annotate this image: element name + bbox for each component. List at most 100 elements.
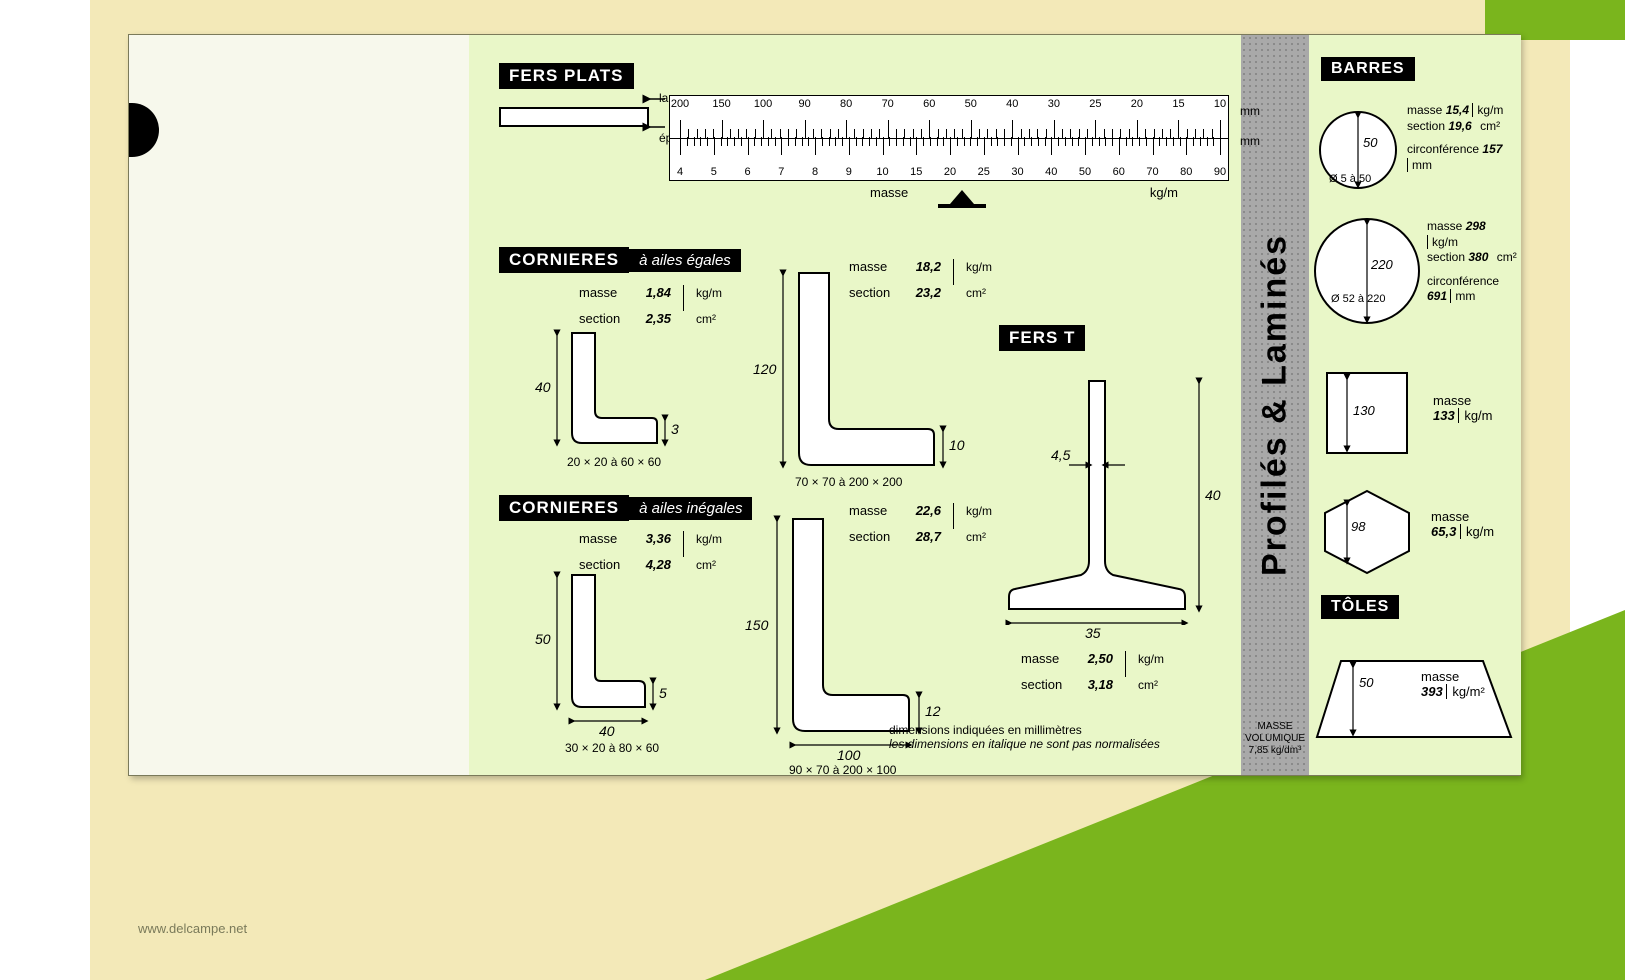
corn-ineq-label: CORNIERES [499,495,629,521]
fers-t-values: masse2,50kg/m section3,18cm² [1021,651,1164,693]
u: kg/m [1138,652,1164,667]
dim-t: 4,5 [1051,447,1070,463]
dim-t: 3 [671,421,679,437]
u: cm² [1138,678,1158,693]
ruler-masse-label: masse [870,185,908,200]
range: 20 × 20 à 60 × 60 [567,455,661,469]
dim-h: 40 [1205,487,1221,503]
values: masse 65,3 kg/m [1431,509,1494,539]
fers-t-diagram: 40 35 4,5 masse2,50kg/m section3,18cm² [991,365,1221,625]
title-subtitle: MASSE VOLUMIQUE 7,85 kg/dm³ [1235,721,1315,757]
dim-h: 50 [535,631,551,647]
lbl-masse: masse [849,503,899,519]
section-fers-t: FERS T [999,325,1085,351]
corn-eq-small-values: masse1,84kg/m section2,35cm² [579,285,722,327]
barres-round-small: 50 Ø 5 à 50 masse 15,4 kg/m section 19,6… [1315,101,1515,201]
ruler-top-label: 40 [1006,98,1018,110]
ruler-bot-label: 15 [910,166,922,178]
ruler-top-label: 100 [754,98,772,110]
dim-d: 220 [1371,257,1393,272]
u: cm² [1475,119,1500,133]
section-cornieres-inegales: CORNIERESà ailes inégales [499,495,752,521]
dim-a: 130 [1353,403,1375,418]
v: 691 [1427,289,1447,303]
values: masse 133 kg/m [1433,393,1493,423]
ruler-bot-label: 20 [944,166,956,178]
ruler-bot-label: 25 [978,166,990,178]
u: cm² [966,286,986,301]
flat-bar-arrows [495,93,665,137]
lbl-section: section [579,311,629,327]
lbl-masse: masse [579,531,629,547]
fers-plats-diagram: largeur épaisseur [499,107,649,127]
ruler-bot-label: 40 [1045,166,1057,178]
v: 19,6 [1448,119,1471,133]
l: circonférence [1407,142,1479,156]
dim-h: 150 [745,617,768,633]
ruler-bot-label: 5 [711,166,717,178]
val: 28,7 [905,529,941,545]
ruler-bot-label: 9 [846,166,852,178]
section-fers-plats: FERS PLATS [499,63,634,89]
ruler-pointer-base [938,204,986,208]
circle-icon [1311,215,1423,327]
ruler-bot-label: 90 [1214,166,1226,178]
val: 18,2 [905,259,941,275]
u: kg/m² [1446,684,1485,699]
barres-label: BARRES [1321,57,1415,81]
l: masse [1431,509,1494,524]
footnote-l2: les dimensions en italique ne sont pas n… [889,737,1160,751]
ruler-top-label: 70 [882,98,894,110]
val: 23,2 [905,285,941,301]
ruler-bot-label: 70 [1146,166,1158,178]
u: kg/m [696,532,722,547]
u: kg/m [1460,524,1494,539]
u: mm [1407,158,1432,172]
lbl-section: section [579,557,629,573]
dim-t: 50 [1359,675,1373,690]
section-cornieres-egales: CORNIERESà ailes égales [499,247,741,273]
ruler-top-label: 150 [712,98,730,110]
footnote: dimensions indiquées en millimètres les … [889,723,1160,751]
val: 3,18 [1077,677,1113,693]
val: 3,36 [635,531,671,547]
watermark: www.delcampe.net [138,921,247,936]
card-left-pale [129,35,469,775]
values: masse 298 kg/m section 380 cm² circonfér… [1427,219,1517,305]
ruler-bot-label: 7 [778,166,784,178]
ruler-unit-top: mm [1240,104,1260,118]
ruler-top-label: 50 [965,98,977,110]
slide-rule-card: Profilés & Laminés MASSE VOLUMIQUE 7,85 … [128,34,1520,776]
ruler-pointer-icon [950,190,974,204]
footnote-l1: dimensions indiquées en millimètres [889,723,1082,737]
corn-ineq-small-values: masse 3,36 kg/m section 4,28 cm² [579,531,722,573]
ruler: 2001501009080706050403025201510 45678910… [669,95,1229,181]
ruler-top-label: 200 [671,98,689,110]
title-text: Profilés & Laminés [1256,234,1295,576]
v: 393 [1421,684,1443,699]
hexagon-icon [1317,485,1417,577]
l: section [1407,119,1445,133]
ruler-top-label: 80 [840,98,852,110]
lbl-section: section [1021,677,1071,693]
v: 298 [1466,219,1486,233]
dim-t: 12 [925,703,941,719]
lbl-masse: masse [1021,651,1071,667]
ruler-top-label: 20 [1131,98,1143,110]
fers-plats-label: FERS PLATS [499,63,634,89]
corn-eq-sub: à ailes égales [629,249,741,272]
u: cm² [696,558,716,573]
range: Ø 5 à 50 [1329,173,1371,185]
val: 4,28 [635,557,671,573]
l: masse [1407,103,1442,117]
l: section [1427,250,1465,264]
barres-round-large: 220 Ø 52 à 220 masse 298 kg/m section 38… [1311,207,1517,337]
masse-volumique-value: 7,85 kg/dm³ [1249,745,1302,756]
dim-a: 98 [1351,519,1365,534]
range: Ø 52 à 220 [1331,293,1385,305]
l: masse [1421,669,1485,684]
lbl-section: section [849,529,899,545]
v: 65,3 [1431,524,1456,539]
u: cm² [696,312,716,327]
corn-ineq-large-values: masse22,6kg/m section28,7cm² [849,503,992,545]
